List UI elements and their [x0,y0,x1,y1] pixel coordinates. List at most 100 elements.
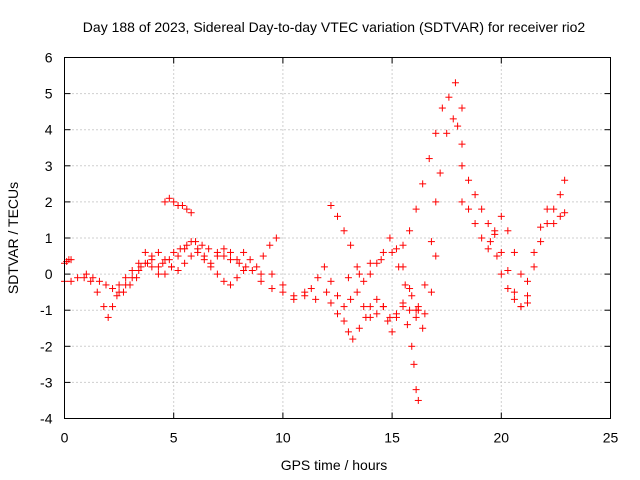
data-point [290,295,298,303]
data-point [194,245,202,253]
data-point [395,263,403,271]
data-point [484,220,492,228]
data-point [67,277,75,285]
data-point [530,248,538,256]
data-point [436,169,444,177]
data-point [504,227,512,235]
data-point [174,266,182,274]
data-point [272,234,280,242]
data-point [556,212,564,220]
data-point [183,241,191,249]
data-point [82,270,90,278]
data-point [550,220,558,228]
data-point [257,277,265,285]
data-point [323,288,331,296]
data-point [537,223,545,231]
data-point [414,306,422,314]
data-point [504,285,512,293]
data-point [392,310,400,318]
data-point [340,317,348,325]
y-tick-label: 3 [45,158,53,174]
data-point [377,256,385,264]
data-point [187,238,195,246]
data-point [87,277,95,285]
data-point [220,277,228,285]
data-point [403,321,411,329]
x-tick-label: 5 [170,430,178,446]
data-point [360,277,368,285]
x-tick-label: 15 [384,430,400,446]
y-tick-label: -2 [40,338,53,354]
x-tick-label: 0 [61,430,69,446]
data-point [174,252,182,260]
data-point [419,180,427,188]
x-tick-label: 25 [603,430,619,446]
data-point [373,259,381,267]
data-point [200,252,208,260]
data-point [517,303,525,311]
data-point [168,263,176,271]
data-point [449,115,457,123]
data-point [484,245,492,253]
data-point [399,299,407,307]
data-point [154,263,162,271]
data-point [399,241,407,249]
data-point [334,292,341,300]
data-point [355,270,363,278]
data-point [471,191,479,199]
data-point [161,256,169,264]
data-point [486,238,494,246]
data-point [161,270,169,278]
data-point [312,295,320,303]
data-point [226,256,234,264]
data-point [497,248,505,256]
data-point [178,202,186,210]
data-point [268,270,276,278]
data-point [115,288,123,296]
data-point [253,263,261,271]
data-point [266,241,274,249]
data-point [122,281,130,289]
data-point [349,335,357,343]
data-point [137,263,145,271]
data-point [366,313,374,321]
data-point [366,270,374,278]
data-point [198,241,206,249]
data-point [128,266,136,274]
data-point [366,303,374,311]
data-point [493,252,501,260]
chart-title: Day 188 of 2023, Sidereal Day-to-day VTE… [83,19,586,35]
data-point [421,310,429,318]
data-point [561,176,569,184]
data-point [334,212,341,220]
data-point [141,259,149,267]
y-tick-label: 0 [45,266,53,282]
data-point [353,263,361,271]
data-point [432,198,440,206]
data-point [408,342,416,350]
data-point [226,248,234,256]
data-point [347,241,355,249]
data-point [458,104,466,112]
data-point [379,248,387,256]
data-point [388,248,396,256]
y-tick-label: 6 [45,50,53,66]
data-point [220,252,228,260]
data-point [517,270,525,278]
data-point [89,274,97,282]
x-axis-label: GPS time / hours [281,457,388,473]
data-point [465,205,473,213]
data-point [187,252,195,260]
data-point [443,129,451,137]
data-point [113,292,121,300]
data-point [438,104,446,112]
data-point [412,205,420,213]
data-point [109,303,117,311]
data-point [401,281,409,289]
data-point [427,238,435,246]
data-point [334,310,341,318]
data-point [471,220,479,228]
data-point [187,209,195,217]
data-point [307,285,315,293]
